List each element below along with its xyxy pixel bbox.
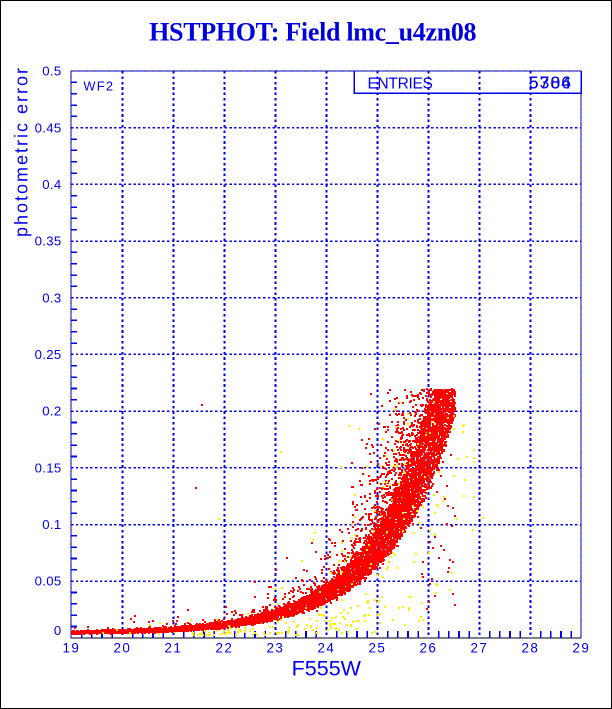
svg-text:21: 21 bbox=[165, 641, 183, 656]
svg-text:0.45: 0.45 bbox=[35, 120, 62, 135]
svg-text:F555W: F555W bbox=[292, 656, 362, 680]
svg-text:23: 23 bbox=[267, 641, 285, 656]
svg-text:28: 28 bbox=[522, 641, 540, 656]
svg-text:HSTPHOT: Field lmc_u4zn08: HSTPHOT: Field lmc_u4zn08 bbox=[149, 18, 476, 47]
svg-text:WF2: WF2 bbox=[83, 79, 114, 94]
svg-text:5704: 5704 bbox=[529, 72, 572, 92]
svg-text:20: 20 bbox=[114, 641, 132, 656]
svg-text:0.3: 0.3 bbox=[42, 290, 61, 305]
svg-text:27: 27 bbox=[471, 641, 489, 656]
svg-text:0.35: 0.35 bbox=[35, 234, 62, 249]
svg-text:photometric error: photometric error bbox=[12, 66, 32, 237]
svg-text:0.1: 0.1 bbox=[42, 517, 61, 532]
svg-text:0.05: 0.05 bbox=[35, 574, 62, 589]
svg-text:22: 22 bbox=[216, 641, 234, 656]
svg-text:0.4: 0.4 bbox=[42, 177, 61, 192]
svg-text:0: 0 bbox=[54, 623, 62, 638]
svg-text:0.2: 0.2 bbox=[42, 404, 61, 419]
svg-text:26: 26 bbox=[420, 641, 438, 656]
svg-text:29: 29 bbox=[573, 641, 591, 656]
svg-text:0.25: 0.25 bbox=[35, 347, 62, 362]
svg-text:25: 25 bbox=[369, 641, 387, 656]
svg-text:0.15: 0.15 bbox=[35, 460, 62, 475]
svg-text:19: 19 bbox=[63, 641, 81, 656]
svg-text:ENTRIES: ENTRIES bbox=[368, 76, 433, 93]
svg-text:0.5: 0.5 bbox=[42, 64, 61, 79]
svg-text:5386: 5386 bbox=[529, 72, 572, 92]
svg-text:24: 24 bbox=[318, 641, 336, 656]
